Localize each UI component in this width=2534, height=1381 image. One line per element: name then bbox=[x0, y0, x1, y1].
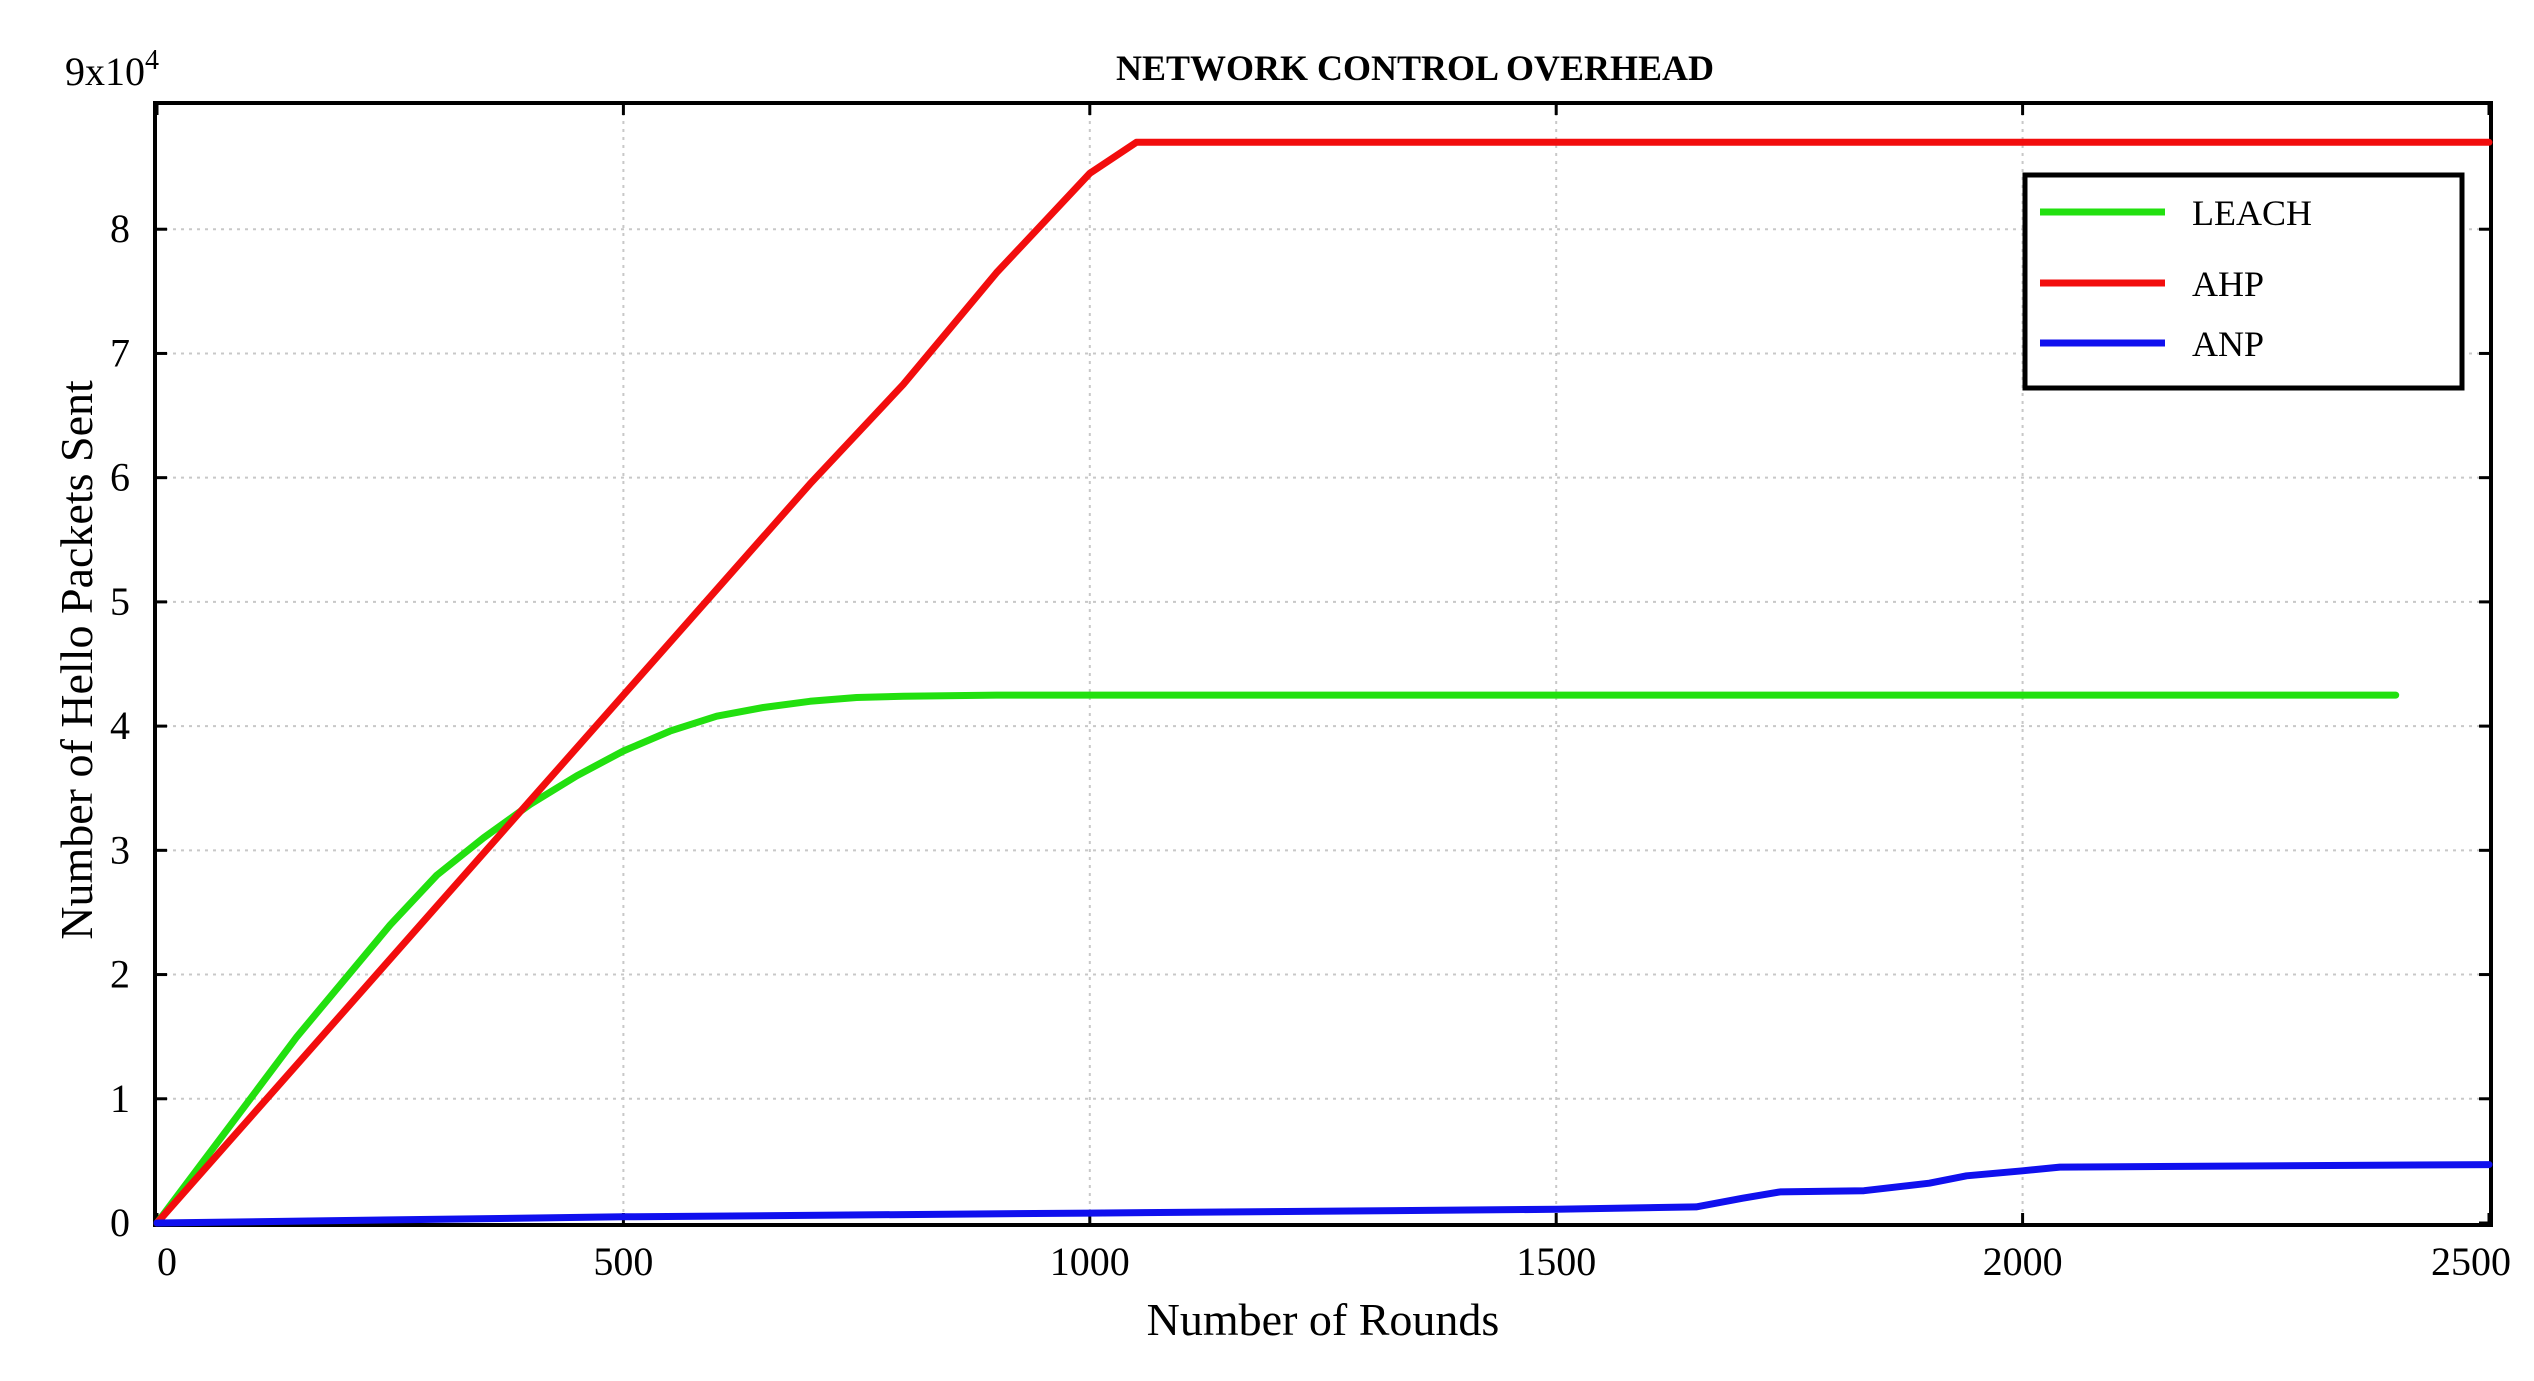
y-multiplier-base: 9x10 bbox=[65, 49, 145, 94]
x-axis-label: Number of Rounds bbox=[1147, 1294, 1500, 1345]
y-tick-label: 7 bbox=[110, 330, 130, 375]
y-tick-label: 3 bbox=[110, 827, 130, 872]
legend-label-ahp: AHP bbox=[2192, 264, 2264, 304]
y-axis-label: Number of Hello Packets Sent bbox=[51, 380, 102, 940]
y-tick-label: 8 bbox=[110, 206, 130, 251]
y-tick-labels: 0 1 2 3 4 5 6 7 8 bbox=[110, 206, 130, 1245]
y-tick-label: 6 bbox=[110, 455, 130, 500]
legend-label-anp: ANP bbox=[2192, 324, 2264, 364]
series-lines bbox=[153, 138, 2493, 1227]
x-tick-label: 2000 bbox=[1983, 1239, 2063, 1284]
plot-frame bbox=[153, 101, 2493, 1227]
x-tick-labels: 0 500 1000 1500 2000 2500 bbox=[157, 1239, 2511, 1284]
x-tick-label: 1500 bbox=[1516, 1239, 1596, 1284]
y-tick-label: 5 bbox=[110, 579, 130, 624]
y-tick-label: 2 bbox=[110, 952, 130, 997]
x-tick-label: 2500 bbox=[2431, 1239, 2511, 1284]
series-line-ahp bbox=[153, 138, 2493, 1227]
chart-title: NETWORK CONTROL OVERHEAD bbox=[1116, 48, 1714, 88]
series-line-leach bbox=[153, 691, 2400, 1227]
y-multiplier-exponent: 4 bbox=[145, 45, 159, 76]
y-multiplier: 9x104 bbox=[65, 45, 159, 94]
legend-label-leach: LEACH bbox=[2192, 193, 2312, 233]
legend: LEACH AHP ANP bbox=[2022, 172, 2465, 391]
y-tick-label: 0 bbox=[110, 1200, 130, 1245]
series-line-anp bbox=[153, 1161, 2493, 1227]
x-tick-label: 1000 bbox=[1050, 1239, 1130, 1284]
y-tick-label: 1 bbox=[110, 1076, 130, 1121]
y-tick-label: 4 bbox=[110, 703, 130, 748]
x-tick-label: 0 bbox=[157, 1239, 177, 1284]
x-tick-label: 500 bbox=[593, 1239, 653, 1284]
